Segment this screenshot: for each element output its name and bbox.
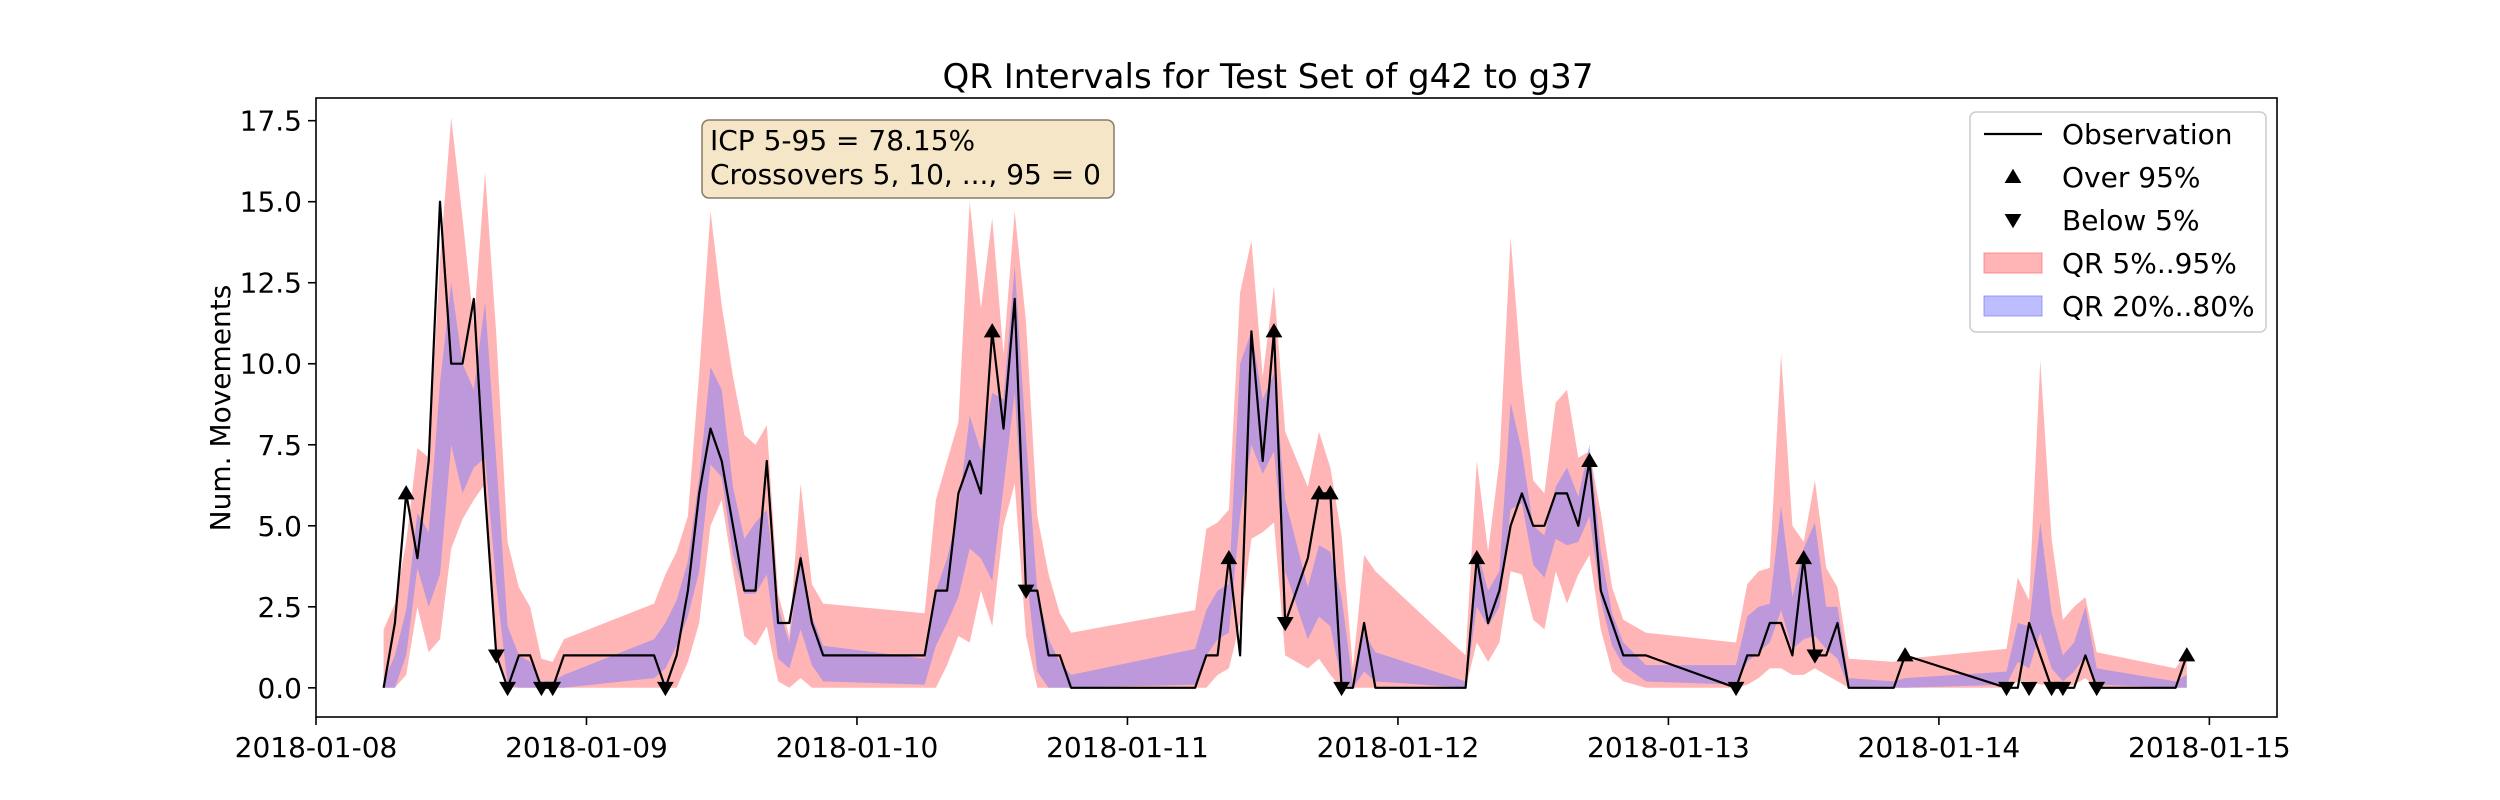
legend-swatch-down (2004, 214, 2022, 229)
below-5-marker (1333, 681, 1350, 697)
x-axis: 2018-01-08 2018-01-09 2018-01-10 2018-01-11… (235, 717, 2291, 764)
band-qr-5-95- (383, 117, 2187, 688)
below-5-marker (2054, 681, 2072, 697)
plot-area-frame (315, 97, 2278, 718)
below-5-marker (1806, 649, 1824, 664)
legend-label: QR 20%..80% (2062, 290, 2255, 323)
below-5-marker (1017, 584, 1035, 599)
annotation-box-frame (701, 119, 1115, 199)
y-tick-label: 5.0 (257, 510, 302, 543)
over-95-marker (397, 485, 415, 500)
y-tick-label: 15.0 (240, 186, 302, 219)
x-tick-label: 2018-01-13 (1587, 731, 1750, 764)
chart-title: QR Intervals for Test Set of g42 to g37 (943, 57, 1594, 97)
below-5-marker (1727, 681, 1745, 697)
below-5-marker (2088, 681, 2106, 697)
legend-swatch-patch (1983, 295, 2043, 317)
annotation-box: ICP 5-95 = 78.15%Crossovers 5, 10, ..., … (701, 119, 1115, 199)
over-95-marker (1220, 549, 1238, 565)
x-tick-label: 2018-01-15 (2128, 731, 2291, 764)
below-5-marker (1276, 617, 1294, 632)
quantile-bands (383, 117, 2187, 688)
x-tick-label: 2018-01-14 (1858, 731, 2021, 764)
over-95-marker (1581, 452, 1598, 467)
over-95-marker (1468, 549, 1486, 565)
x-tick-label: 2018-01-09 (505, 731, 668, 764)
exceedance-markers (397, 323, 2196, 697)
y-tick-label: 7.5 (257, 429, 302, 462)
legend-swatch-patch (1983, 252, 2043, 274)
y-axis: 0.0 2.5 5.0 7.5 10.0 12.5 15.0 17.5 (240, 105, 316, 705)
legend-swatch-up (2004, 168, 2022, 183)
legend-label: Observation (2062, 118, 2233, 151)
y-tick-label: 12.5 (240, 267, 302, 300)
x-tick-label: 2018-01-12 (1317, 731, 1480, 764)
legend-label: Over 95% (2062, 161, 2200, 194)
over-95-marker (1265, 323, 1283, 338)
annotation-line: ICP 5-95 = 78.15% (710, 124, 975, 157)
over-95-marker (983, 323, 1001, 338)
legend-label: Below 5% (2062, 204, 2200, 237)
y-tick-label: 0.0 (257, 672, 302, 705)
y-tick-label: 10.0 (240, 348, 302, 381)
below-5-marker (2043, 681, 2060, 697)
x-tick-label: 2018-01-10 (776, 731, 939, 764)
below-5-marker (533, 681, 550, 697)
below-5-marker (499, 681, 516, 697)
over-95-marker (1896, 647, 1914, 662)
over-95-marker (2178, 647, 2196, 662)
below-5-marker (1998, 681, 2015, 697)
over-95-marker (1795, 549, 1813, 565)
over-95-marker (1321, 485, 1339, 500)
below-5-marker (544, 681, 562, 697)
legend: Observation Over 95% Below 5% QR 5%..95% QR … (1969, 111, 2267, 333)
below-5-marker (656, 681, 674, 697)
below-5-marker (487, 649, 505, 664)
below-5-marker (2020, 681, 2038, 697)
y-tick-label: 2.5 (257, 591, 302, 624)
x-tick-label: 2018-01-08 (235, 731, 398, 764)
legend-label: QR 5%..95% (2062, 247, 2237, 280)
legend-frame (1969, 111, 2267, 333)
y-axis-label: Num. Movements (204, 285, 237, 532)
y-tick-label: 17.5 (240, 105, 302, 138)
x-tick-label: 2018-01-11 (1046, 731, 1209, 764)
annotation-line: Crossovers 5, 10, ..., 95 = 0 (710, 158, 1101, 191)
over-95-marker (1310, 485, 1328, 500)
